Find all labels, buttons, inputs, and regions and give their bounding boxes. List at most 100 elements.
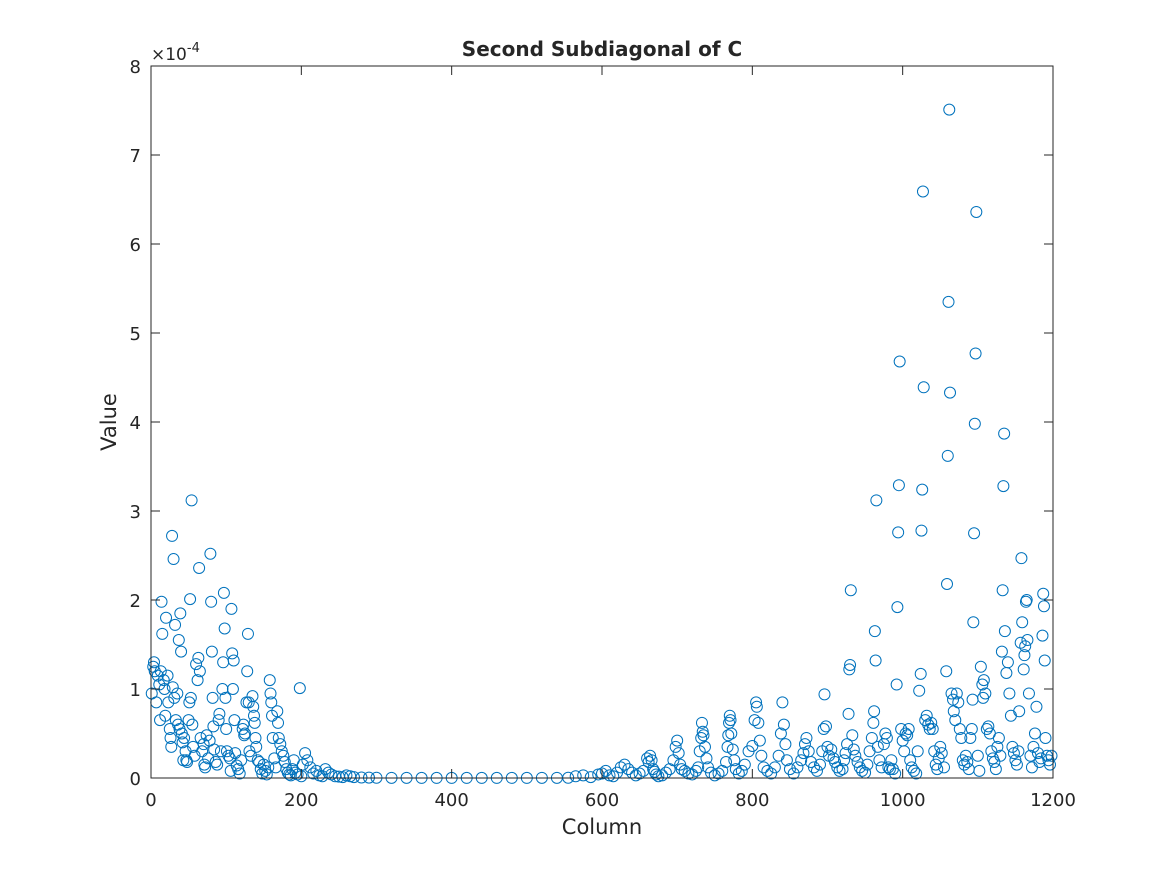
data-point: [818, 688, 831, 701]
data-point: [192, 651, 205, 664]
data-point: [264, 687, 277, 700]
data-point: [235, 754, 248, 767]
y-tick-label: 2: [130, 591, 141, 612]
data-point: [967, 616, 980, 629]
x-tick-label: 200: [284, 790, 318, 811]
data-point: [942, 295, 955, 308]
data-point: [260, 768, 273, 781]
data-point: [219, 691, 232, 704]
data-point: [672, 747, 685, 760]
data-point: [675, 763, 688, 776]
data-point: [944, 386, 957, 399]
data-point: [656, 769, 669, 782]
data-point: [991, 740, 1004, 753]
data-point: [148, 656, 161, 669]
data-point: [774, 727, 787, 740]
data-point: [847, 743, 860, 756]
data-point: [725, 727, 738, 740]
data-point: [821, 740, 834, 753]
y-tick-label: 8: [130, 57, 141, 78]
data-point: [272, 731, 285, 744]
data-point: [172, 634, 185, 647]
data-point: [761, 764, 774, 777]
data-point: [902, 723, 915, 736]
data-point: [982, 720, 995, 733]
data-point: [1039, 731, 1052, 744]
data-point: [157, 674, 170, 687]
data-point: [979, 687, 992, 700]
data-point: [698, 740, 711, 753]
data-point: [645, 754, 658, 767]
data-point: [941, 577, 954, 590]
data-point: [996, 584, 1009, 597]
data-point: [265, 696, 278, 709]
data-point: [750, 700, 763, 713]
data-point: [964, 731, 977, 744]
data-point: [849, 749, 862, 762]
data-point: [800, 731, 813, 744]
data-point: [989, 763, 1002, 776]
data-point: [596, 767, 608, 780]
data-point: [988, 755, 1001, 768]
data-point: [256, 767, 269, 780]
data-point: [998, 625, 1011, 638]
data-point: [844, 584, 857, 597]
data-point: [162, 696, 175, 709]
data-point: [296, 758, 309, 771]
data-point: [735, 764, 748, 777]
data-point: [868, 705, 881, 718]
data-point: [199, 761, 212, 774]
data-point: [934, 740, 947, 753]
data-point: [712, 767, 725, 780]
data-point: [738, 758, 751, 771]
data-point: [241, 665, 254, 678]
data-point: [182, 714, 195, 727]
data-point: [169, 618, 182, 631]
data-point: [307, 767, 320, 780]
data-point: [584, 771, 597, 784]
data-point: [160, 611, 173, 624]
data-point: [791, 761, 804, 774]
data-point: [247, 709, 260, 722]
data-point: [316, 770, 329, 783]
data-point: [181, 755, 194, 768]
data-point: [977, 674, 990, 687]
data-point: [813, 758, 826, 771]
data-point: [618, 758, 631, 771]
data-point: [1037, 600, 1050, 613]
data-point: [895, 723, 908, 736]
data-point: [1043, 758, 1056, 771]
data-point: [1020, 594, 1033, 606]
data-point: [973, 764, 986, 777]
data-point: [943, 103, 956, 116]
data-point: [916, 483, 929, 496]
data-point: [920, 709, 933, 722]
data-point: [214, 745, 227, 758]
data-point: [898, 745, 911, 758]
data-point: [171, 687, 184, 700]
data-point: [218, 622, 231, 635]
data-point: [831, 761, 844, 774]
data-point: [220, 723, 233, 736]
data-point: [825, 743, 838, 756]
data-point: [174, 607, 187, 620]
data-point: [955, 731, 968, 744]
plot-area: [145, 103, 1058, 784]
data-point: [155, 595, 168, 608]
data-point: [227, 654, 240, 667]
data-point: [185, 494, 198, 507]
data-point: [1018, 649, 1031, 662]
data-point: [779, 738, 792, 751]
data-point: [633, 767, 646, 780]
data-point: [206, 691, 219, 704]
y-tick-label: 6: [130, 235, 141, 256]
data-point: [226, 683, 239, 695]
data-point: [720, 755, 733, 768]
data-point: [913, 684, 926, 697]
data-point: [238, 727, 251, 740]
data-point: [844, 658, 857, 671]
data-point: [861, 758, 874, 771]
data-point: [226, 647, 239, 660]
data-point: [161, 669, 174, 682]
data-point: [1021, 634, 1034, 647]
